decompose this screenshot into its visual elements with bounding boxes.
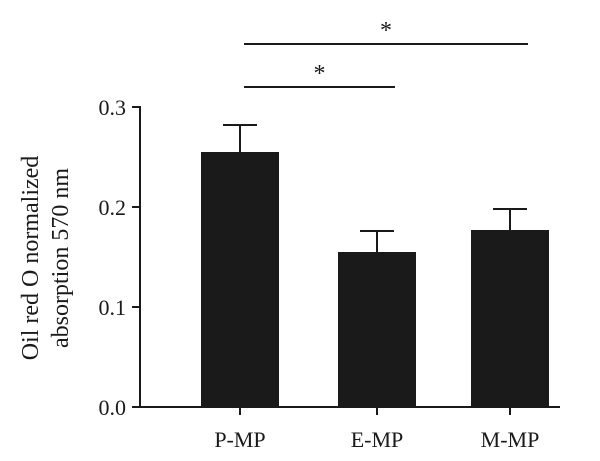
y-axis-title-line-1: Oil red O normalized [18,156,44,361]
x-tick-label: P-MP [214,427,265,452]
x-tick-labels: P-MP E-MP M-MP [214,407,539,452]
y-axis-title-line-2: absorption 570 nm [48,168,74,348]
error-bars [223,124,527,252]
y-tick-label: 0.0 [99,395,127,420]
x-tick-label: M-MP [481,427,540,452]
bar-m-mp [471,230,549,407]
y-tick-label: 0.1 [99,295,127,320]
significance-star: * [380,18,392,44]
bar-p-mp [201,152,279,407]
y-tick-label: 0.2 [99,195,127,220]
x-tick-label: E-MP [351,427,404,452]
y-axis-title: Oil red O normalized absorption 570 nm [18,156,74,361]
significance-brackets: ** [244,18,528,88]
significance-star: * [314,61,326,87]
bars [201,152,549,407]
y-ticks: 0.0 0.1 0.2 0.3 [99,95,140,420]
y-tick-label: 0.3 [99,95,127,120]
bar-e-mp [338,252,416,407]
